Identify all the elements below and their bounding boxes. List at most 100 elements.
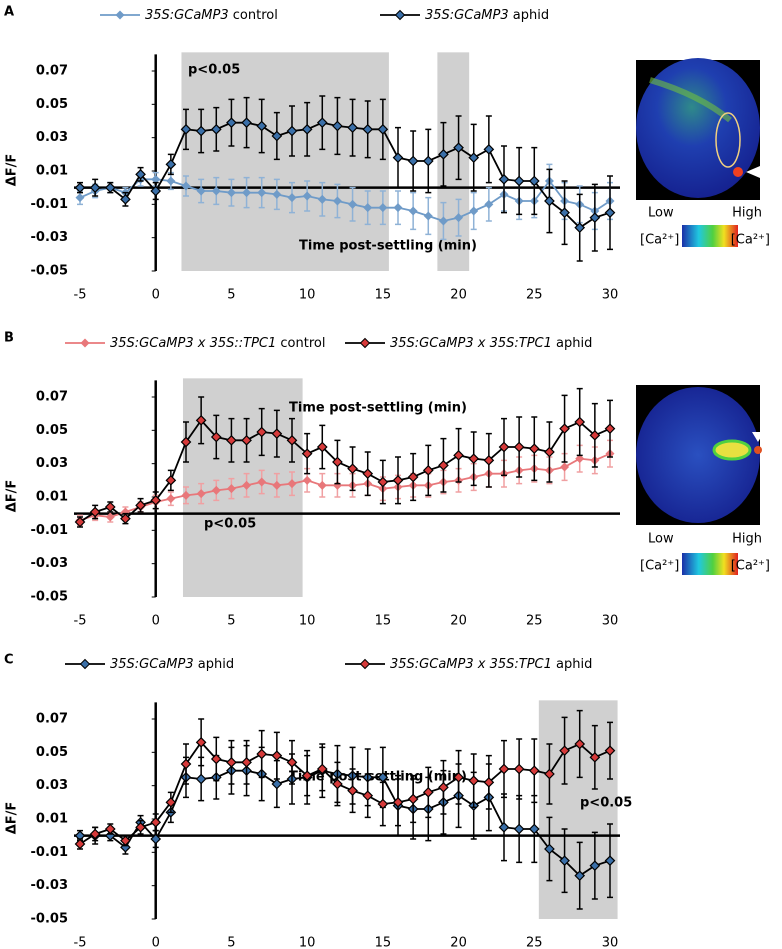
legend-marker bbox=[394, 9, 406, 21]
data-point bbox=[150, 494, 162, 506]
data-point bbox=[166, 176, 176, 186]
data-point bbox=[135, 499, 146, 511]
series-line bbox=[79, 418, 611, 523]
x-tick-label: -5 bbox=[74, 614, 87, 629]
legend-label: 35S:GCaMP3 x 35S:TPC1 aphid bbox=[390, 657, 592, 672]
x-tick-label: -5 bbox=[74, 288, 87, 303]
y-tick-label: -0.01 bbox=[31, 197, 68, 212]
x-axis-label: Time post-settling (min) bbox=[299, 239, 477, 254]
data-point bbox=[301, 448, 313, 460]
data-point bbox=[454, 213, 464, 223]
colorbar-label: [Ca²⁺] bbox=[731, 559, 770, 574]
y-tick-label: 0.07 bbox=[36, 389, 68, 404]
x-tick-label: 30 bbox=[602, 614, 619, 629]
data-point bbox=[332, 120, 343, 132]
series bbox=[74, 743, 616, 910]
x-tick-label: 10 bbox=[299, 614, 316, 629]
y-tick-label: 0.01 bbox=[36, 811, 68, 826]
data-point bbox=[393, 203, 403, 213]
data-point bbox=[241, 117, 252, 129]
series bbox=[74, 709, 616, 850]
data-point bbox=[378, 203, 388, 213]
data-point bbox=[438, 781, 449, 793]
data-point bbox=[74, 182, 86, 194]
data-point bbox=[301, 123, 313, 135]
data-point bbox=[74, 838, 86, 850]
x-tick-label: 30 bbox=[602, 288, 619, 303]
data-point bbox=[469, 206, 479, 216]
data-point bbox=[257, 477, 267, 487]
panel: -0.05 -0.03 -0.01 0.01 0.03 0.05 0.07 -5 0 5 10 15 2… bbox=[4, 5, 770, 303]
data-point bbox=[574, 416, 586, 428]
data-point bbox=[120, 193, 131, 205]
data-point bbox=[574, 870, 586, 882]
data-point bbox=[468, 453, 480, 465]
data-point bbox=[407, 471, 419, 483]
y-tick-label: 0.05 bbox=[36, 97, 68, 112]
data-point bbox=[135, 821, 146, 833]
panel: -0.05 -0.03 -0.01 0.01 0.03 0.05 0.07 -5 0 5 10 15 2… bbox=[4, 653, 632, 949]
y-tick-label: -0.01 bbox=[31, 845, 68, 860]
data-point bbox=[483, 454, 495, 466]
data-point bbox=[150, 816, 162, 828]
data-point bbox=[468, 775, 480, 787]
data-point bbox=[377, 476, 389, 488]
data-point bbox=[513, 175, 525, 187]
x-tick-label: 30 bbox=[602, 936, 619, 949]
data-point bbox=[407, 155, 419, 167]
x-tick-label: 20 bbox=[450, 614, 467, 629]
data-point bbox=[287, 193, 297, 203]
data-point bbox=[89, 506, 101, 518]
x-tick-label: 15 bbox=[375, 288, 392, 303]
data-point bbox=[226, 117, 237, 129]
y-tick-label: -0.05 bbox=[31, 264, 68, 279]
data-point bbox=[408, 206, 418, 216]
data-point bbox=[544, 446, 555, 458]
data-point bbox=[210, 431, 222, 443]
legend-marker bbox=[115, 10, 125, 20]
x-tick-label: -5 bbox=[74, 936, 87, 949]
data-point bbox=[181, 181, 191, 191]
data-point bbox=[286, 125, 298, 137]
shaded-region bbox=[181, 52, 389, 271]
data-point bbox=[256, 748, 268, 760]
x-tick-label: 25 bbox=[526, 614, 543, 629]
data-point bbox=[528, 765, 540, 777]
panel: -0.05 -0.03 -0.01 0.01 0.03 0.05 0.07 -5 0 5 10 15 2… bbox=[4, 331, 770, 629]
data-point bbox=[317, 480, 327, 490]
shaded-region bbox=[437, 52, 470, 271]
y-tick-label: 0.01 bbox=[36, 489, 68, 504]
x-tick-label: 0 bbox=[152, 288, 160, 303]
annotation: p<0.05 bbox=[188, 63, 240, 78]
y-tick-label: 0.05 bbox=[36, 745, 68, 760]
y-tick-label: -0.05 bbox=[31, 590, 68, 605]
x-tick-label: 5 bbox=[227, 288, 235, 303]
data-point bbox=[271, 130, 283, 142]
legend-label: 35S:GCaMP3 aphid bbox=[425, 8, 549, 23]
data-point bbox=[196, 489, 206, 499]
data-point bbox=[120, 507, 130, 517]
data-point bbox=[195, 125, 207, 137]
data-point bbox=[559, 207, 570, 219]
colorbar-label: [Ca²⁺] bbox=[640, 233, 679, 248]
data-point bbox=[347, 463, 358, 475]
data-point bbox=[165, 796, 177, 808]
data-point bbox=[89, 828, 101, 840]
data-point bbox=[604, 207, 616, 219]
data-point bbox=[226, 188, 236, 198]
data-point bbox=[332, 196, 342, 206]
x-tick-label: 10 bbox=[299, 936, 316, 949]
data-point bbox=[332, 778, 343, 790]
y-axis-label: ΔF/F bbox=[5, 154, 20, 187]
data-point bbox=[347, 785, 358, 797]
x-tick-label: 0 bbox=[152, 614, 160, 629]
y-tick-label: 0.03 bbox=[36, 456, 68, 471]
data-point bbox=[574, 222, 586, 234]
x-tick-label: 20 bbox=[450, 936, 467, 949]
data-point bbox=[498, 441, 510, 453]
x-tick-label: 25 bbox=[526, 936, 543, 949]
leaf-image bbox=[636, 58, 760, 247]
x-tick-label: 20 bbox=[450, 288, 467, 303]
legend-label: 35S:GCaMP3 x 35S:TPC1 aphid bbox=[390, 336, 592, 351]
data-point bbox=[498, 173, 510, 185]
